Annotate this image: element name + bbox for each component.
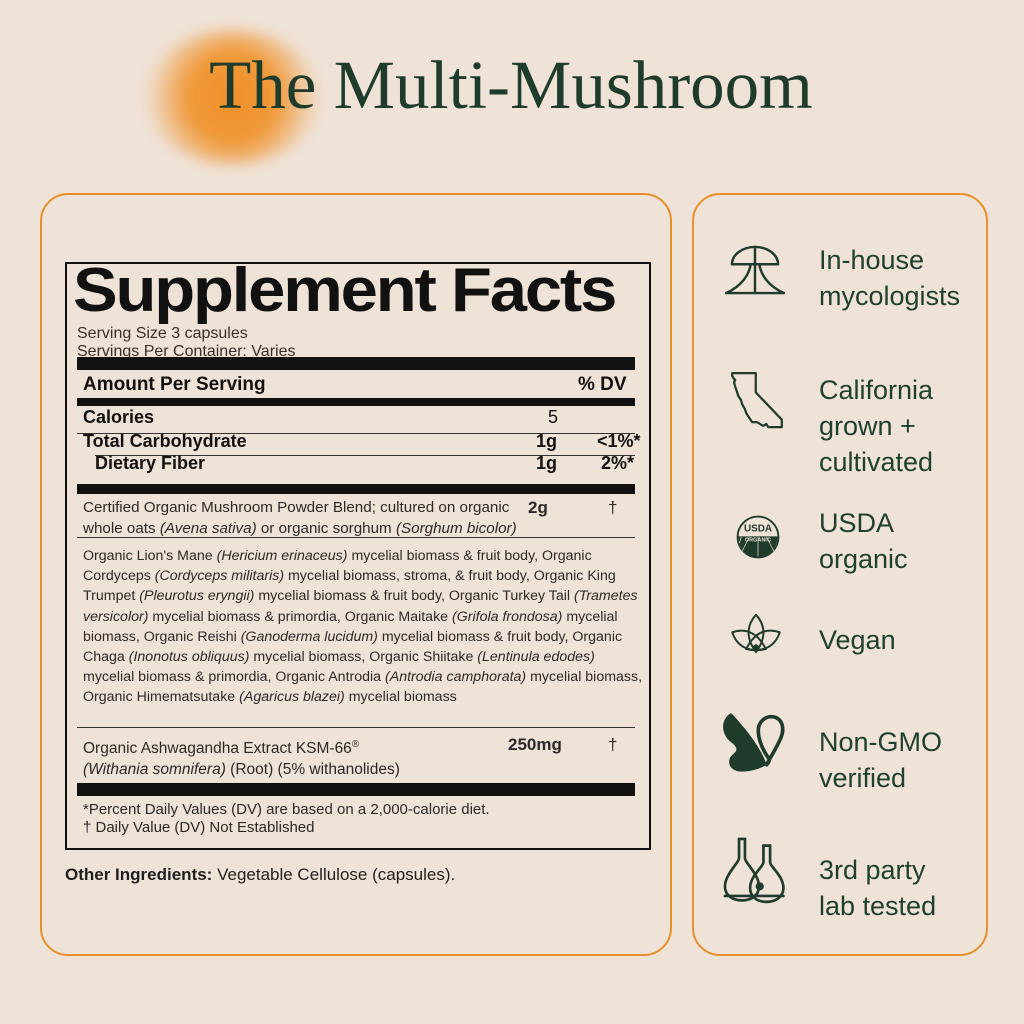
svg-text:ORGANIC: ORGANIC <box>745 538 771 544</box>
svg-text:USDA: USDA <box>744 523 772 534</box>
